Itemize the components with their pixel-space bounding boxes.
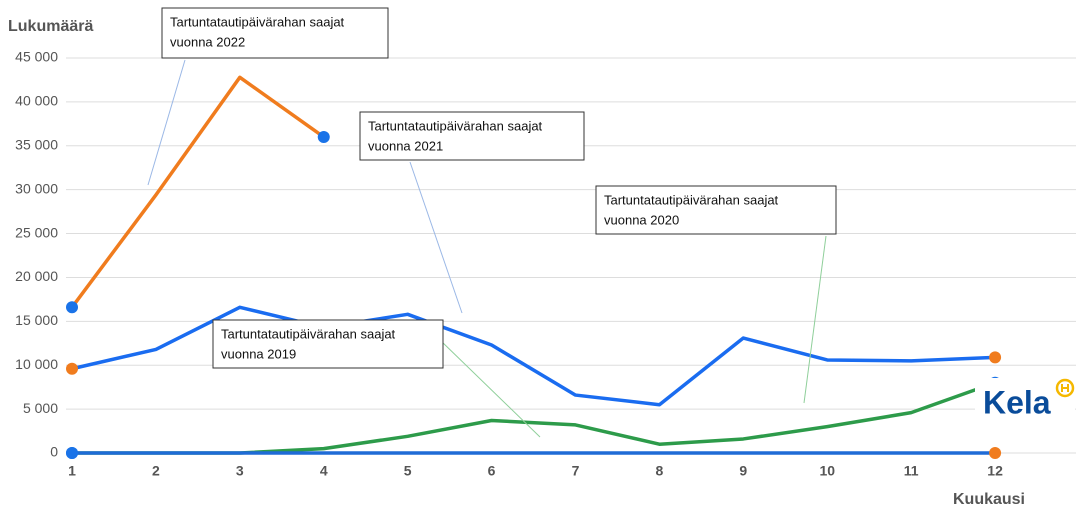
end-marker <box>317 131 330 143</box>
y-tick-label: 10 000 <box>15 356 58 372</box>
y-tick-label: 30 000 <box>15 180 58 196</box>
end-marker <box>989 351 1002 364</box>
annotation-box <box>359 111 585 161</box>
series-line <box>71 305 996 407</box>
logo-icon-h <box>1061 384 1069 392</box>
x-tick-label: 9 <box>739 463 747 479</box>
x-tick-label: 11 <box>904 463 919 479</box>
x-tick-label: 8 <box>656 463 664 479</box>
leader-line <box>409 161 463 314</box>
y-tick-label: 45 000 <box>15 49 58 65</box>
end-marker <box>66 301 78 314</box>
annotation-box <box>161 7 389 59</box>
y-tick-label: 20 000 <box>15 268 58 284</box>
y-tick-label: 0 <box>50 444 58 460</box>
annotation-text: Tartuntatautipäivärahan saajat <box>221 326 396 341</box>
annotation-text: Tartuntatautipäivärahan saajat <box>170 14 345 29</box>
leader-line <box>147 59 186 186</box>
annotation-text: vuonna 2019 <box>221 346 296 361</box>
y-tick-label: 35 000 <box>15 136 58 152</box>
x-tick-label: 6 <box>488 463 496 479</box>
annotation-text: vuonna 2020 <box>604 212 679 227</box>
x-tick-label: 1 <box>68 463 76 479</box>
leader-line <box>803 235 827 404</box>
x-tick-label: 4 <box>320 463 328 479</box>
x-tick-label: 3 <box>236 463 244 479</box>
y-axis-label: Lukumäärä <box>8 18 93 35</box>
annotation-text: vuonna 2021 <box>368 138 443 153</box>
x-tick-label: 12 <box>987 463 1003 479</box>
annotation-text: Tartuntatautipäivärahan saajat <box>368 118 543 133</box>
y-tick-label: 40 000 <box>15 93 58 109</box>
x-tick-label: 10 <box>819 463 835 479</box>
x-tick-label: 7 <box>572 463 580 479</box>
annotation-text: vuonna 2022 <box>170 34 245 49</box>
y-tick-label: 15 000 <box>15 312 58 328</box>
x-tick-label: 5 <box>404 463 412 479</box>
y-tick-label: 25 000 <box>15 224 58 240</box>
end-marker <box>66 447 78 459</box>
x-tick-label: 2 <box>152 463 160 479</box>
logo: Kela <box>983 384 1051 420</box>
annotation-box <box>212 319 444 369</box>
end-marker <box>66 362 78 375</box>
annotation-text: Tartuntatautipäivärahan saajat <box>604 192 779 207</box>
x-axis-label: Kuukausi <box>953 491 1025 508</box>
series-line <box>72 381 996 455</box>
end-marker <box>989 447 1002 459</box>
leader-line <box>439 339 541 438</box>
series-line <box>70 75 325 309</box>
y-tick-label: 5 000 <box>23 400 58 416</box>
annotation-box <box>595 185 837 235</box>
logo-icon <box>1055 378 1075 398</box>
